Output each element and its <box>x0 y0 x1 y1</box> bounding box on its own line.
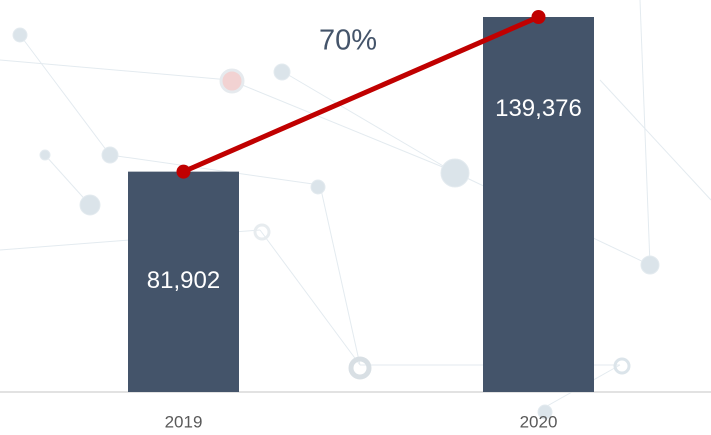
x-tick-label: 2020 <box>520 412 558 431</box>
value-label: 81,902 <box>147 267 220 294</box>
x-tick-label: 2019 <box>165 412 203 431</box>
bar <box>483 17 594 392</box>
background-network <box>0 0 711 420</box>
trend-point <box>531 10 546 24</box>
trend-line <box>182 14 540 174</box>
bar <box>128 171 239 392</box>
trend-point <box>176 164 191 179</box>
value-label: 139,376 <box>495 95 582 122</box>
growth-annotation: 70% <box>319 25 377 57</box>
